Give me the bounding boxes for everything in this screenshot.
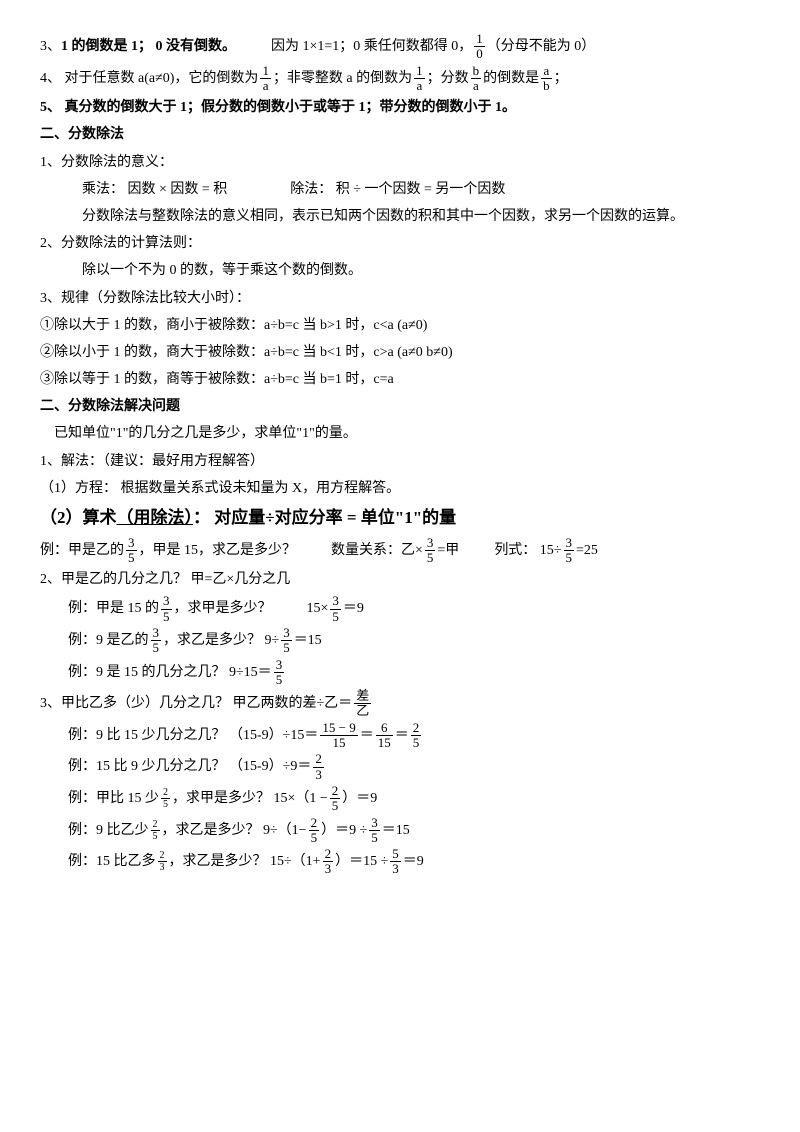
q3e-d: ＝9 [403,854,424,869]
frac-q3a-3: 25 [411,721,422,751]
q3c: 例：甲比 15 少25，求甲是多少？ 15×（1 −25）＝9 [40,784,760,814]
s2-1c: 分数除法与整数除法的意义相同，表示已知两个因数的积和其中一个因数，求另一个因数的… [40,204,760,229]
q3-a: 3、甲比乙多（少）几分之几？ 甲乙两数的差÷乙＝ [40,696,352,711]
p4-mid3: 的倒数是 [483,71,539,86]
q3e-c: ）＝15 ÷ [335,854,388,869]
q3a-eq2: ＝ [395,728,409,743]
point-5: 5、 真分数的倒数大于 1；假分数的倒数小于或等于 1；带分数的倒数小于 1。 [40,95,760,120]
frac-q3e-2: 53 [390,847,401,877]
frac-q3a-2: 615 [376,721,393,751]
s3-a: 已知单位"1"的几分之几是多少，求单位"1"的量。 [40,421,760,446]
s3-2a: （2）算术 [40,508,117,527]
section-3-title: 二、分数除法解决问题 [40,394,760,419]
q3d-a: 例：9 比乙少 [68,823,149,838]
frac-q3d-2: 35 [369,816,380,846]
frac-q2a-2: 35 [330,594,341,624]
p3-bold: 1 的倒数是 1； 0 没有倒数。 [61,39,236,54]
frac-q3d-1: 25 [309,816,320,846]
sup-frac-q3e: 23 [158,850,167,873]
section-2-title: 二、分数除法 [40,122,760,147]
q3: 3、甲比乙多（少）几分之几？ 甲乙两数的差÷乙＝差乙 [40,689,760,719]
q3d-b: ，求乙是多少？ 9÷（1− [162,823,307,838]
p3-prefix: 3、 [40,39,61,54]
rule-3: ③除以等于 1 的数，商等于被除数：a÷b=c 当 b=1 时，c=a [40,367,760,392]
frac-q3e-1: 23 [323,847,334,877]
point-3: 3、1 的倒数是 1； 0 没有倒数。 因为 1×1=1；0 乘任何数都得 0，… [40,32,760,62]
q3c-a: 例：甲比 15 少 [68,791,159,806]
sup-frac-q3c: 25 [161,787,170,810]
p4-prefix: 4、 对于任意数 a(a≠0)，它的倒数为 [40,71,258,86]
frac-1-a-2: 1a [414,64,425,94]
p4-mid2: ；分数 [427,71,469,86]
q2b-c: ＝15 [294,633,322,648]
q3c-b: ，求甲是多少？ 15×（1 − [172,791,328,806]
p3-rest2: （分母不能为 0） [487,39,596,54]
q3d-d: ＝15 [382,823,410,838]
frac-3-5-c: 35 [564,536,575,566]
ex1-a: 例：甲是乙的 [40,543,124,558]
frac-q2c: 35 [274,658,285,688]
q2a-a: 例：甲是 15 的 [68,601,159,616]
frac-q2b: 35 [151,626,162,656]
frac-1-0: 10 [474,32,485,62]
q2c-a: 例：9 是 15 的几分之几？ 9÷15＝ [68,665,272,680]
q3a-a: 例：9 比 15 少几分之几？ （15-9）÷15＝ [68,728,318,743]
s2-1: 1、分数除法的意义： [40,150,760,175]
s3-2: （2）算术（用除法）： 对应量÷对应分率 = 单位"1"的量 [40,503,760,534]
q2a-c: 15× [307,601,329,616]
sup-frac-q3d: 25 [151,819,160,842]
s2-1a: 乘法： 因数 × 因数 = 积 [82,182,227,197]
q3a-eq1: ＝ [360,728,374,743]
q3e: 例：15 比乙多23，求乙是多少？ 15÷（1+23）＝15 ÷53＝9 [40,847,760,877]
s3-1a: （1）方程： 根据数量关系式设未知量为 X，用方程解答。 [40,476,760,501]
frac-3-5-a: 35 [126,536,137,566]
frac-q3a-1: 15 − 915 [320,721,357,751]
q2: 2、甲是乙的几分之几？ 甲=乙×几分之几 [40,567,760,592]
q3e-a: 例：15 比乙多 [68,854,156,869]
s3-2b: （用除法） [117,508,194,527]
s2-2: 2、分数除法的计算法则： [40,231,760,256]
rule-1: ①除以大于 1 的数，商小于被除数：a÷b=c 当 b>1 时，c<a (a≠0… [40,313,760,338]
q3c-c: ）＝9 [342,791,377,806]
example-1: 例：甲是乙的35，甲是 15，求乙是多少？ 数量关系：乙×35=甲 列式： 15… [40,536,760,566]
p4-end: ； [554,71,568,86]
q3d: 例：9 比乙少25，求乙是多少？ 9÷（1−25）＝9 ÷35＝15 [40,816,760,846]
frac-b-a: ba [471,64,482,94]
frac-q2b-2: 35 [281,626,292,656]
q2b-b: ，求乙是多少？ 9÷ [163,633,279,648]
s2-3: 3、规律（分数除法比较大小时）： [40,286,760,311]
frac-q3b: 23 [313,752,324,782]
s3-2c: ： 对应量÷对应分率 = 单位"1"的量 [193,508,456,527]
rule-2: ②除以小于 1 的数，商大于被除数：a÷b=c 当 b<1 时，c>a (a≠0… [40,340,760,365]
ex1-b: ，甲是 15，求乙是多少？ [139,543,297,558]
s2-1-line: 乘法： 因数 × 因数 = 积 除法： 积 ÷ 一个因数 = 另一个因数 [40,177,760,202]
s2-1b: 除法： 积 ÷ 一个因数 = 另一个因数 [290,182,505,197]
frac-1-a: 1a [260,64,271,94]
s3-1: 1、解法：（建议：最好用方程解答） [40,449,760,474]
p4-mid1: ；非零整数 a 的倒数为 [273,71,412,86]
point-4: 4、 对于任意数 a(a≠0)，它的倒数为1a；非零整数 a 的倒数为1a；分数… [40,64,760,94]
q2c: 例：9 是 15 的几分之几？ 9÷15＝35 [40,658,760,688]
q2a-b: ，求甲是多少？ [174,601,272,616]
q3d-c: ）＝9 ÷ [321,823,367,838]
ex1-f: =25 [576,543,598,558]
q3b: 例：15 比 9 少几分之几？ （15-9）÷9＝23 [40,752,760,782]
frac-q3: 差乙 [354,689,371,719]
q2b: 例：9 是乙的35，求乙是多少？ 9÷35＝15 [40,626,760,656]
ex1-d: =甲 [437,543,459,558]
q2a-d: ＝9 [343,601,364,616]
ex1-c: 数量关系：乙× [331,543,423,558]
frac-3-5-b: 35 [425,536,436,566]
ex1-e: 列式： 15÷ [494,543,561,558]
q3e-b: ，求乙是多少？ 15÷（1+ [169,854,321,869]
q2b-a: 例：9 是乙的 [68,633,149,648]
frac-q2a: 35 [161,594,172,624]
p3-rest1: 因为 1×1=1；0 乘任何数都得 0， [271,39,472,54]
q3a: 例：9 比 15 少几分之几？ （15-9）÷15＝15 − 915＝615＝2… [40,721,760,751]
q2a: 例：甲是 15 的35，求甲是多少？ 15×35＝9 [40,594,760,624]
q3b-a: 例：15 比 9 少几分之几？ （15-9）÷9＝ [68,759,311,774]
s2-2a: 除以一个不为 0 的数，等于乘这个数的倒数。 [40,258,760,283]
frac-a-b: ab [541,64,552,94]
frac-q3c: 25 [330,784,341,814]
